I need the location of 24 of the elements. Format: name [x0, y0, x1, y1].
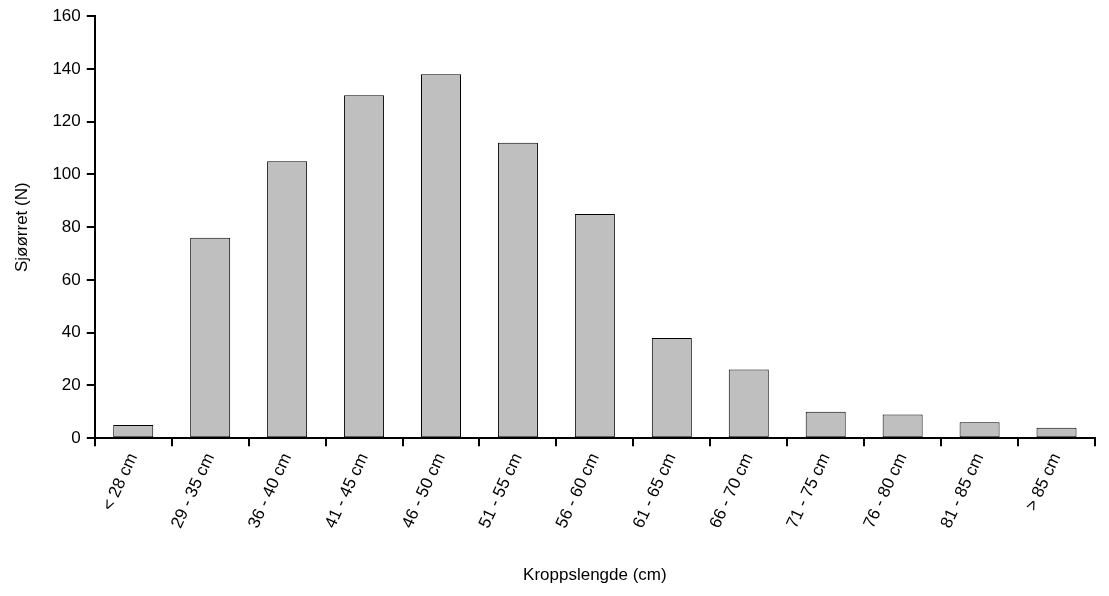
- x-tick-label: 46 - 50 cm: [397, 450, 449, 531]
- x-tick-label: 66 - 70 cm: [705, 450, 757, 531]
- x-tick-label: < 28 cm: [98, 450, 142, 514]
- x-tick-label: 81 - 85 cm: [936, 450, 988, 531]
- y-tick-label: 140: [52, 58, 81, 78]
- x-tick-label: 41 - 45 cm: [320, 450, 372, 531]
- x-tick-label: 61 - 65 cm: [628, 450, 680, 531]
- y-tick-label: 80: [61, 216, 81, 236]
- x-tick-label: 29 - 35 cm: [166, 450, 219, 531]
- y-axis-title: Sjøørret (N): [11, 182, 31, 273]
- x-axis-title: Kroppslengde (cm): [523, 565, 667, 585]
- x-tick-label: 36 - 40 cm: [243, 450, 295, 531]
- y-tick-label: 60: [61, 269, 81, 289]
- y-tick-label: 40: [61, 322, 81, 342]
- y-tick-label: 120: [52, 111, 81, 131]
- y-tick-label: 160: [52, 5, 81, 25]
- y-tick-label: 0: [71, 427, 81, 447]
- x-tick-label: > 85 cm: [1021, 450, 1065, 514]
- x-tick-label: 71 - 75 cm: [782, 450, 834, 531]
- x-tick-label: 56 - 60 cm: [551, 450, 603, 531]
- y-tick-label: 100: [52, 164, 81, 184]
- x-tick-label: 76 - 80 cm: [859, 450, 911, 531]
- x-tick-label: 51 - 55 cm: [474, 450, 526, 531]
- y-tick-label: 20: [61, 375, 81, 395]
